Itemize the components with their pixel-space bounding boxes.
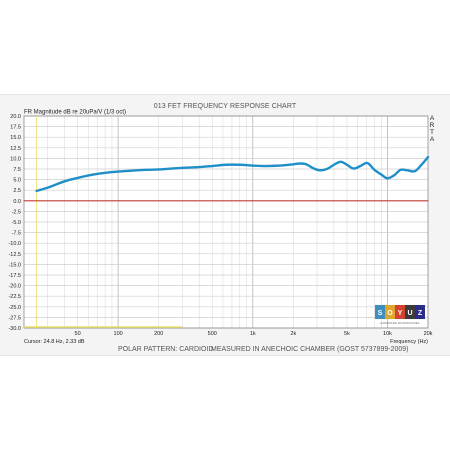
logo-letter: S xyxy=(378,310,383,317)
arta-letter: A xyxy=(430,115,435,122)
x-tick-label: 50 xyxy=(75,331,81,337)
y-axis-ticks: 20.0 17.5 15.0 12.5 10.0 7.5 5.0 2.5 0.0 -2.5 -5.0… xyxy=(8,114,21,332)
x-axis-label: Frequency (Hz) xyxy=(390,339,428,345)
y-tick-label: -12.5 xyxy=(8,252,21,258)
x-tick-label: 1k xyxy=(250,331,256,337)
y-tick-label: 15.0 xyxy=(10,135,21,141)
y-tick-label: 2.5 xyxy=(13,188,21,194)
y-tick-label: -27.5 xyxy=(8,315,21,321)
measurement-note: MEASURED IN ANECHOIC CHAMBER (GOST 57378… xyxy=(211,346,409,353)
logo-block xyxy=(375,305,385,319)
arta-letter: R xyxy=(430,122,435,129)
y-tick-label: -10.0 xyxy=(8,241,21,247)
cursor-readout: Cursor: 24.8 Hz, 2.33 dB xyxy=(24,339,85,345)
soyuz-logo: S O Y U Z HANDMADE MICROPHONES xyxy=(375,305,425,325)
logo-block xyxy=(395,305,405,319)
frequency-response-chart: 20.0 17.5 15.0 12.5 10.0 7.5 5.0 2.5 0.0 -2.5 -5.0… xyxy=(8,103,435,353)
arta-vertical-label: A R T A xyxy=(430,115,435,143)
y-tick-label: -2.5 xyxy=(12,209,21,215)
plot-border xyxy=(23,115,429,329)
y-tick-label: 0.0 xyxy=(13,199,21,205)
y-tick-label: 17.5 xyxy=(10,125,21,131)
y-tick-label: -15.0 xyxy=(8,262,21,268)
x-tick-label: 2k xyxy=(290,331,296,337)
y-tick-label: 7.5 xyxy=(13,167,21,173)
series-layer xyxy=(23,155,430,202)
y-tick-label: -7.5 xyxy=(12,231,21,237)
y-tick-label: -5.0 xyxy=(12,220,21,226)
logo-letter: Z xyxy=(418,310,423,317)
x-axis-ticks: 50 100 200 500 1k 2k 5k 10k 20k xyxy=(75,331,433,337)
y-tick-label: 10.0 xyxy=(10,156,21,162)
logo-block xyxy=(415,305,425,319)
y-tick-label: -17.5 xyxy=(8,273,21,279)
logo-block xyxy=(385,305,395,319)
x-tick-label: 200 xyxy=(154,331,163,337)
x-tick-label: 20k xyxy=(424,331,433,337)
frequency-response-line xyxy=(35,155,430,193)
x-tick-label: 5k xyxy=(344,331,350,337)
grid xyxy=(23,115,429,329)
logo-letter: O xyxy=(387,310,393,317)
x-tick-label: 10k xyxy=(383,331,392,337)
logo-letter: Y xyxy=(398,310,403,317)
y-tick-label: -30.0 xyxy=(8,326,21,332)
y-tick-label: -25.0 xyxy=(8,305,21,311)
logo-block xyxy=(405,305,415,319)
y-tick-label: -20.0 xyxy=(8,284,21,290)
y-tick-label: 20.0 xyxy=(10,114,21,120)
x-tick-label: 500 xyxy=(208,331,217,337)
x-tick-label: 100 xyxy=(114,331,123,337)
y-tick-label: 12.5 xyxy=(10,146,21,152)
logo-letter: U xyxy=(407,310,412,317)
y-tick-label: -22.5 xyxy=(8,294,21,300)
logo-subtitle: HANDMADE MICROPHONES xyxy=(380,321,419,325)
y-axis-label: FR Magnitude dB re 20uPa/V (1/3 oct) xyxy=(24,110,126,116)
y-tick-label: 5.0 xyxy=(13,178,21,184)
arta-letter: T xyxy=(430,129,434,136)
polar-pattern-label: POLAR PATTERN: CARDIOID xyxy=(118,346,213,353)
chart-title: 013 FET FREQUENCY RESPONSE CHART xyxy=(154,103,297,110)
arta-letter: A xyxy=(430,136,435,143)
